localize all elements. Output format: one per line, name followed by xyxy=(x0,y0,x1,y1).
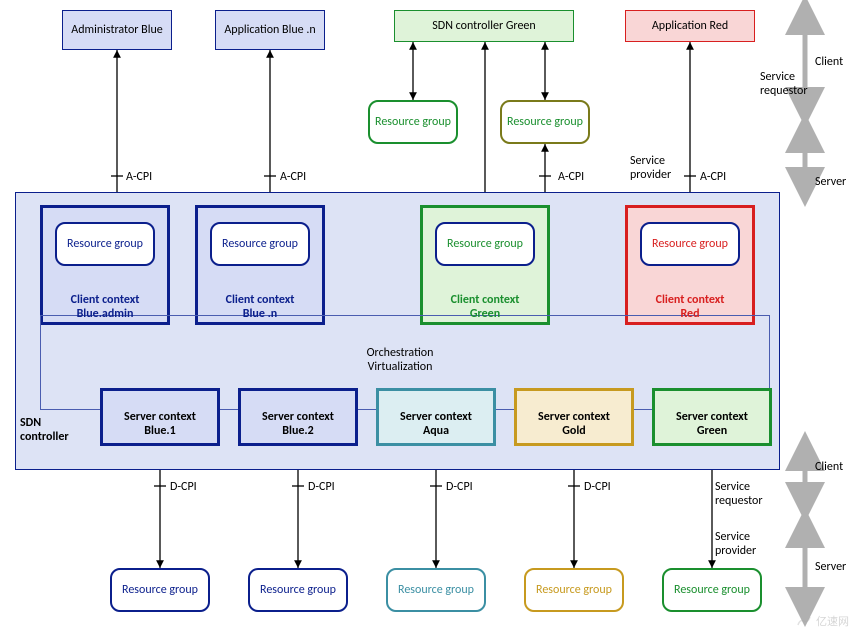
lbl-client-b: Client xyxy=(815,460,843,474)
inner-label-sc-green: Server contextGreen xyxy=(652,410,772,439)
lbl-svc-req-t: Servicerequestor xyxy=(760,70,830,99)
node-rg-bot-aqua: Resource group xyxy=(386,568,486,612)
node-label: Application Blue .n xyxy=(224,23,315,37)
lbl-sdn-ctrl: SDNcontroller xyxy=(20,416,90,445)
node-admin-blue: Administrator Blue xyxy=(62,10,172,50)
node-label: Resource group xyxy=(447,237,523,251)
node-rg-green-top-r: Resource group xyxy=(500,100,590,144)
node-rg-bot-green: Resource group xyxy=(662,568,762,612)
node-label: Resource group xyxy=(122,583,198,597)
lbl-acpi-1: A-CPI xyxy=(126,170,152,184)
lbl-dcpi-3: D-CPI xyxy=(446,480,473,494)
node-rg-bot-blue2: Resource group xyxy=(248,568,348,612)
lbl-virt: Virtualization xyxy=(350,360,450,374)
inner-label-sc-aqua: Server contextAqua xyxy=(376,410,496,439)
lbl-dcpi-1: D-CPI xyxy=(170,480,197,494)
node-rg-cc-red: Resource group xyxy=(640,222,740,266)
node-app-red: Application Red xyxy=(625,10,755,42)
node-label: Administrator Blue xyxy=(71,23,162,37)
node-label: Resource group xyxy=(652,237,728,251)
node-rg-cc-blue-admin: Resource group xyxy=(55,222,155,266)
node-app-blue-n: Application Blue .n xyxy=(215,10,325,50)
lbl-orch: Orchestration xyxy=(350,346,450,360)
lbl-svc-prov-b: Serviceprovider xyxy=(715,530,785,559)
node-rg-cc-green: Resource group xyxy=(435,222,535,266)
inner-label-cc-red: Client contextRed xyxy=(625,293,755,322)
lbl-server-t: Server xyxy=(815,175,846,189)
lbl-svc-req-b: Servicerequestor xyxy=(715,480,785,509)
node-label: Resource group xyxy=(398,583,474,597)
node-label: SDN controller Green xyxy=(432,19,535,33)
lbl-acpi-2: A-CPI xyxy=(280,170,306,184)
inner-label-sc-gold: Server contextGold xyxy=(514,410,634,439)
lbl-dcpi-2: D-CPI xyxy=(308,480,335,494)
node-label: Resource group xyxy=(536,583,612,597)
node-label: Application Red xyxy=(652,19,728,33)
lbl-acpi-4: A-CPI xyxy=(700,170,726,184)
node-label: Resource group xyxy=(674,583,750,597)
node-rg-cc-blue-n: Resource group xyxy=(210,222,310,266)
watermark-text: 亿速网 xyxy=(816,613,849,629)
node-sdn-green: SDN controller Green xyxy=(394,10,574,42)
node-label: Resource group xyxy=(260,583,336,597)
node-label: Resource group xyxy=(507,115,583,129)
node-rg-bot-blue1: Resource group xyxy=(110,568,210,612)
inner-label-sc-blue2: Server contextBlue.2 xyxy=(238,410,358,439)
lbl-dcpi-4: D-CPI xyxy=(584,480,611,494)
lbl-server-b: Server xyxy=(815,560,846,574)
inner-label-cc-green: Client contextGreen xyxy=(420,293,550,322)
node-label: Resource group xyxy=(375,115,451,129)
lbl-svc-prov-t: Serviceprovider xyxy=(630,154,700,183)
inner-label-cc-blue-admin: Client contextBlue.admin xyxy=(40,293,170,322)
node-rg-green-top-l: Resource group xyxy=(368,100,458,144)
inner-label-sc-blue1: Server contextBlue.1 xyxy=(100,410,220,439)
inner-label-cc-blue-n: Client contextBlue .n xyxy=(195,293,325,322)
lbl-acpi-3: A-CPI xyxy=(558,170,584,184)
node-label: Resource group xyxy=(67,237,143,251)
lbl-client-t: Client xyxy=(815,55,843,69)
node-label: Resource group xyxy=(222,237,298,251)
node-rg-bot-gold: Resource group xyxy=(524,568,624,612)
watermark: 亿速网 xyxy=(796,613,849,629)
